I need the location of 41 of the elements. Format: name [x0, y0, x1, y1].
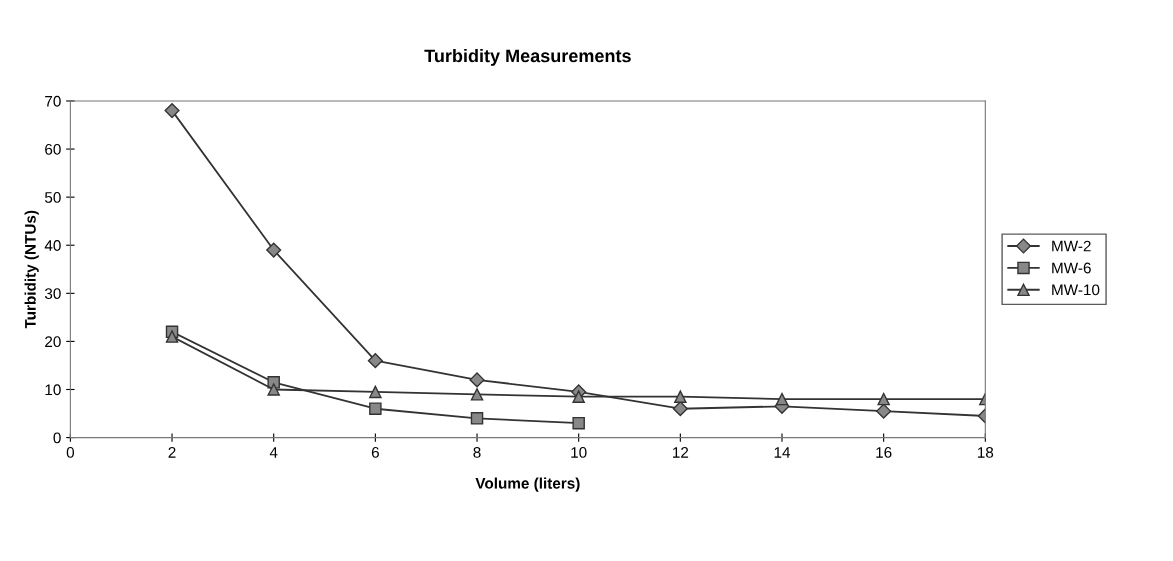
x-tick-label: 18: [977, 447, 994, 458]
x-tick-label: 12: [673, 447, 689, 458]
legend-label: MW-6: [1052, 262, 1091, 274]
y-tick-label: 20: [45, 336, 61, 348]
y-tick-label: 60: [45, 143, 61, 155]
point: [876, 403, 892, 419]
point: [164, 103, 180, 119]
point: [674, 390, 687, 403]
x-tick-label: 2: [168, 447, 176, 458]
y-tick-label: 10: [45, 384, 61, 396]
x-tick-label: 16: [876, 447, 892, 458]
y-tick-label: 40: [44, 240, 61, 251]
y-tick-label: 30: [44, 288, 61, 300]
point: [267, 383, 280, 396]
point: [470, 412, 484, 425]
point: [165, 330, 179, 343]
point: [877, 392, 890, 406]
point: [572, 390, 585, 403]
point: [775, 392, 789, 406]
y-axis-title: Turbidity (NTUs): [24, 210, 39, 329]
point: [369, 402, 382, 415]
legend-label: MW-10: [1052, 284, 1100, 296]
point: [469, 372, 485, 388]
point: [572, 416, 585, 430]
point: [470, 388, 484, 401]
point: [369, 385, 382, 399]
x-tick-label: 0: [66, 447, 75, 458]
x-tick-label: 10: [571, 447, 587, 458]
point: [367, 353, 383, 369]
x-tick-label: 6: [371, 447, 379, 458]
y-tick-label: 70: [45, 95, 61, 107]
y-tick-label: 50: [44, 192, 61, 203]
x-tick-label: 8: [473, 447, 481, 458]
point: [266, 242, 282, 258]
chart-title: Turbidity Measurements: [424, 49, 631, 66]
y-tick-label: 0: [53, 432, 61, 444]
x-tick-label: 4: [269, 447, 278, 458]
x-axis-title: Volume (liters): [475, 477, 580, 492]
x-tick-label: 14: [774, 447, 791, 458]
point: [672, 401, 688, 417]
legend-label: MW-2: [1052, 240, 1091, 252]
